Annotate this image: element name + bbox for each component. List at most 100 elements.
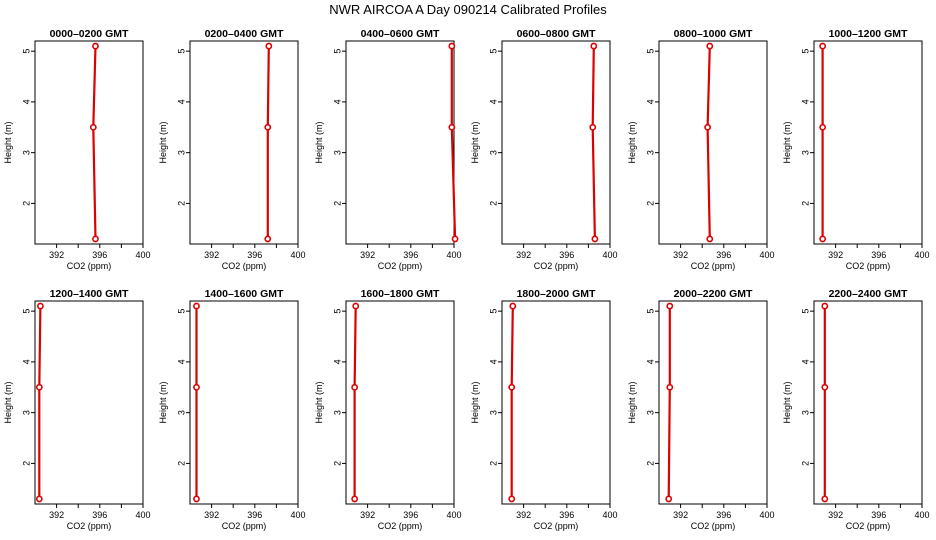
plot-frame: [813, 300, 923, 505]
x-tick-label: 396: [871, 510, 886, 520]
panel-title: 1000–1200 GMT: [829, 28, 908, 40]
y-tick-label: 2: [332, 201, 342, 206]
panel-title: 2000–2200 GMT: [674, 288, 753, 300]
plot-frame: [345, 300, 455, 505]
x-tick-label: 400: [135, 250, 150, 260]
profile-point: [37, 302, 44, 310]
x-axis-label: CO2 (ppm): [846, 521, 891, 531]
profile-point: [821, 383, 829, 391]
plot-frame: [813, 40, 923, 245]
panel-title: 2200–2400 GMT: [829, 288, 908, 300]
y-tick-label: 2: [488, 201, 498, 206]
y-tick-label: 2: [21, 201, 31, 206]
y-tick-label: 5: [800, 309, 810, 314]
profile-point: [193, 302, 200, 310]
profile-line: [38, 306, 42, 499]
profile-point: [448, 123, 456, 131]
y-tick-label: 3: [21, 150, 31, 155]
x-tick-label: 400: [135, 510, 150, 520]
x-tick-label: 396: [92, 510, 107, 520]
y-tick-label: 5: [800, 49, 810, 54]
x-axis-label: CO2 (ppm): [67, 521, 112, 531]
x-axis-label: CO2 (ppm): [378, 261, 423, 271]
x-tick-label: 396: [559, 250, 574, 260]
plot-frame: [501, 300, 611, 505]
profile-point: [819, 235, 827, 243]
x-tick-label: 396: [716, 250, 731, 260]
profile-line: [706, 46, 711, 239]
x-tick-label: 400: [759, 250, 774, 260]
x-tick-label: 400: [602, 250, 617, 260]
y-tick-label: 3: [21, 410, 31, 415]
x-tick-label: 396: [247, 510, 262, 520]
profile-point: [89, 123, 97, 131]
y-tick-label: 4: [645, 359, 655, 364]
y-axis-label: Height (m): [470, 121, 480, 163]
y-axis-label: Height (m): [158, 121, 168, 163]
x-axis-label: CO2 (ppm): [534, 521, 579, 531]
profile-point: [821, 302, 829, 310]
y-tick-label: 3: [800, 410, 810, 415]
x-axis-label: CO2 (ppm): [691, 521, 736, 531]
y-tick-label: 2: [332, 461, 342, 466]
panel-title: 1400–1600 GMT: [205, 288, 284, 300]
y-tick-label: 3: [332, 150, 342, 155]
y-tick-label: 3: [645, 410, 655, 415]
x-tick-label: 392: [49, 510, 64, 520]
y-tick-label: 4: [21, 359, 31, 364]
x-axis-label: CO2 (ppm): [378, 521, 423, 531]
x-tick-label: 400: [290, 250, 305, 260]
y-tick-label: 2: [176, 461, 186, 466]
profile-point: [821, 495, 829, 503]
profile-point: [666, 383, 674, 391]
y-tick-label: 2: [800, 461, 810, 466]
x-tick-label: 396: [403, 510, 418, 520]
y-tick-label: 4: [21, 99, 31, 104]
x-tick-label: 396: [559, 510, 574, 520]
x-tick-label: 400: [914, 250, 929, 260]
y-axis-label: Height (m): [314, 121, 324, 163]
profile-point: [351, 495, 359, 503]
y-tick-label: 3: [176, 410, 186, 415]
x-tick-label: 396: [871, 250, 886, 260]
panel-title: 1200–1400 GMT: [50, 288, 129, 300]
y-tick-label: 2: [21, 461, 31, 466]
plot-frame: [658, 40, 768, 245]
y-tick-label: 4: [800, 359, 810, 364]
plot-frame: [658, 300, 768, 505]
x-tick-label: 392: [204, 510, 219, 520]
profile-point: [352, 302, 360, 310]
y-tick-label: 5: [645, 309, 655, 314]
profile-point: [704, 123, 711, 131]
figure-title: NWR AIRCOA A Day 090214 Calibrated Profi…: [329, 2, 607, 17]
profile-point: [92, 42, 99, 50]
profile-line: [510, 306, 514, 499]
profile-point: [666, 302, 674, 310]
profile-point: [665, 495, 673, 503]
profile-point: [819, 42, 827, 50]
x-tick-label: 392: [516, 510, 531, 520]
profile-point: [351, 383, 359, 391]
y-tick-label: 5: [488, 309, 498, 314]
profile-point: [819, 123, 827, 131]
x-tick-label: 400: [602, 510, 617, 520]
x-axis-label: CO2 (ppm): [534, 261, 579, 271]
plot-frame: [189, 300, 299, 505]
y-tick-label: 3: [488, 150, 498, 155]
profile-line: [266, 46, 270, 239]
profile-point: [264, 235, 272, 243]
x-tick-label: 392: [828, 250, 843, 260]
x-tick-label: 392: [673, 510, 688, 520]
panel-title: 0000–0200 GMT: [50, 28, 129, 40]
y-tick-label: 4: [645, 99, 655, 104]
y-tick-label: 4: [488, 99, 498, 104]
y-tick-label: 3: [488, 410, 498, 415]
profile-point: [448, 42, 456, 50]
x-tick-label: 392: [828, 510, 843, 520]
profile-point: [264, 123, 272, 131]
x-tick-label: 392: [673, 250, 688, 260]
y-tick-label: 4: [332, 359, 342, 364]
y-tick-label: 4: [488, 359, 498, 364]
